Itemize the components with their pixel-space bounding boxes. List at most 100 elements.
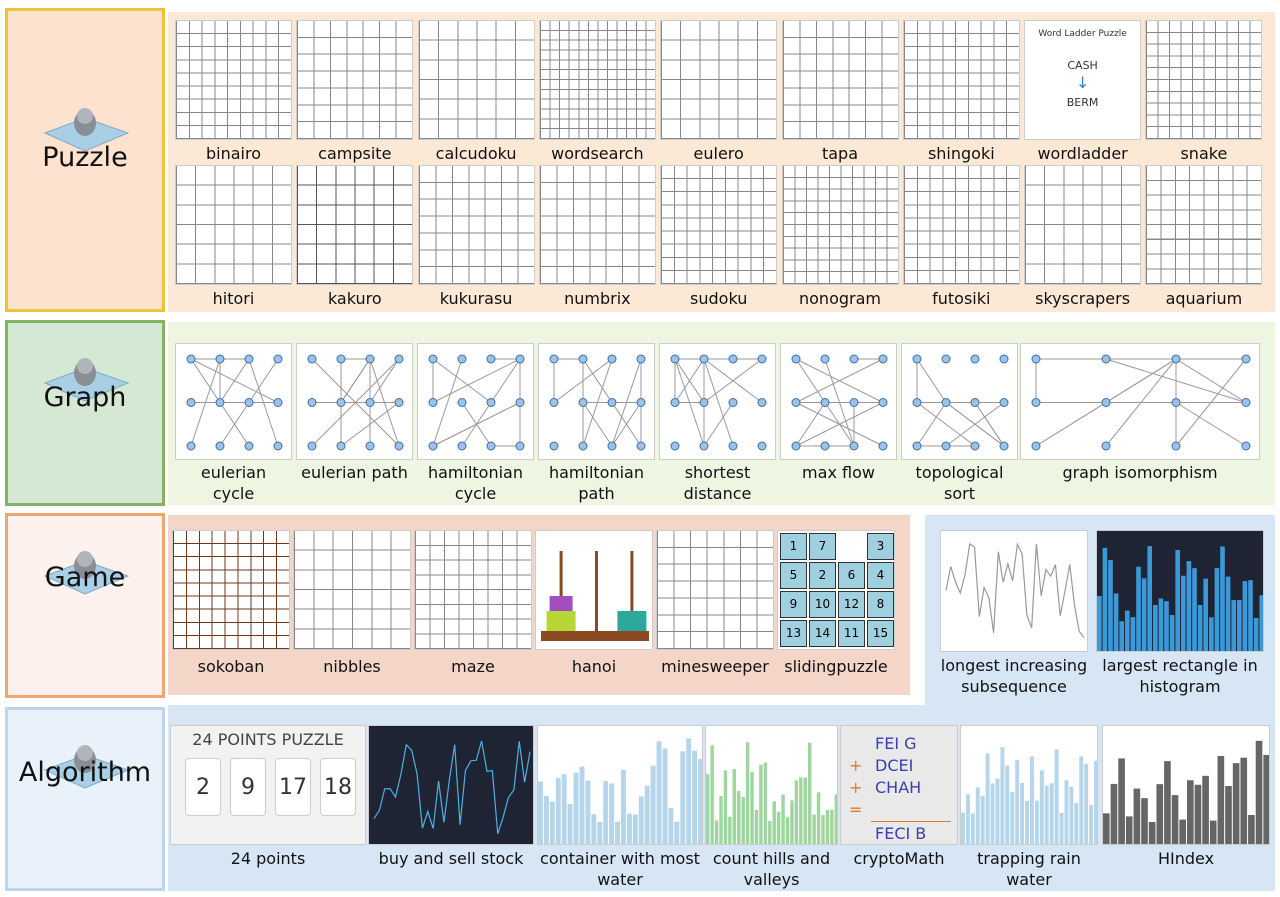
thumbnail	[1145, 20, 1263, 140]
thumbnail	[296, 165, 414, 285]
item-label: maze	[451, 657, 495, 676]
mascot	[40, 546, 130, 596]
thumbnail	[293, 530, 411, 650]
item-label: slidingpuzzle	[784, 657, 888, 676]
item-label: tapa	[821, 144, 859, 163]
section-title: Game	[44, 562, 126, 593]
thumb-art	[541, 551, 649, 641]
tile: 7	[809, 533, 836, 560]
item-label: campsite	[318, 144, 392, 163]
item-label: topological sort	[915, 463, 1004, 503]
thumb-art	[961, 726, 1097, 844]
graph-panel	[5, 320, 165, 506]
section-title: Algorithm	[18, 757, 152, 788]
item-label: longest increasing subsequence	[940, 656, 1088, 696]
item-label: shortest distance	[683, 463, 752, 503]
thumbnail	[1024, 165, 1142, 285]
item-label: hamiltonian path	[548, 463, 644, 503]
thumb-text: Word Ladder Puzzle	[1038, 29, 1127, 39]
crypto-text: DCEI	[875, 756, 914, 775]
crypto-text: CHAH	[875, 778, 922, 797]
thumbnail	[537, 725, 703, 845]
mascot	[40, 103, 130, 153]
thumb-art	[186, 354, 283, 451]
item-label: kakuro	[327, 289, 382, 308]
tile: 11	[838, 620, 865, 647]
thumbnail	[414, 530, 532, 650]
thumbnail	[296, 20, 414, 140]
item-label: calcudoku	[435, 144, 517, 163]
thumbnail	[705, 725, 838, 845]
mascot	[40, 740, 130, 790]
tile: 8	[867, 591, 894, 618]
thumbnail	[175, 20, 292, 140]
card: 9	[230, 758, 266, 816]
thumb-art	[912, 354, 1009, 451]
item-label: hanoi	[571, 657, 617, 676]
thumbnail	[175, 343, 292, 460]
mascot-icon	[43, 551, 130, 595]
item-label: hamiltonian cycle	[427, 463, 523, 503]
item-label: buy and sell stock	[378, 849, 524, 868]
item-label: sokoban	[197, 657, 265, 676]
item-label: wordsearch	[551, 144, 644, 163]
thumbnail	[172, 530, 290, 650]
item-label: kukurasu	[439, 289, 513, 308]
item-label: futosiki	[932, 289, 991, 308]
crypto-text: FECI B	[875, 824, 927, 843]
item-label: 24 points	[230, 849, 306, 868]
tile: 3	[867, 533, 894, 560]
item-label: count hills and valleys	[712, 849, 831, 889]
thumbnail	[535, 530, 653, 650]
thumb-art	[428, 354, 525, 451]
thumbnail: 1 7 3 5 2 6 4 9 10 12 8 13 14 11 15	[777, 530, 895, 650]
tile: 2	[809, 562, 836, 589]
thumbnail	[417, 20, 535, 140]
item-label: largest rectangle in histogram	[1102, 656, 1258, 696]
thumbnail: Word Ladder Puzzle CASH BERM ↓	[1024, 20, 1142, 140]
thumbnail	[296, 343, 413, 460]
item-label: eulero	[693, 144, 744, 163]
item-label: trapping rain water	[977, 849, 1081, 889]
mascot-icon	[43, 745, 130, 789]
thumbnail	[902, 165, 1020, 285]
thumbnail	[538, 20, 656, 140]
tile: 14	[809, 620, 836, 647]
thumbnail	[368, 725, 534, 845]
thumbnail: FEI G + DCEI + CHAH = FECI B	[840, 725, 958, 845]
thumb-art	[549, 354, 646, 451]
item-label: hitori	[212, 289, 255, 308]
thumb-art	[1031, 354, 1251, 451]
item-label: numbrix	[564, 289, 631, 308]
item-label: aquarium	[1165, 289, 1243, 308]
thumbnail	[417, 165, 535, 285]
rule	[871, 821, 951, 822]
tile: 12	[838, 591, 865, 618]
tile: 1	[780, 533, 807, 560]
tile: 4	[867, 562, 894, 589]
thumb-art	[1103, 726, 1269, 844]
tile: 13	[780, 620, 807, 647]
crypto-text: FEI G	[875, 734, 917, 753]
card: 18	[320, 758, 356, 816]
crypto-text: +	[849, 778, 863, 797]
thumbnail	[660, 165, 778, 285]
thumb-art	[791, 354, 888, 451]
thumbnail	[901, 343, 1018, 460]
thumb-art	[538, 726, 702, 844]
mascot-icon	[43, 108, 130, 152]
arrow: ↓	[1075, 73, 1090, 92]
crypto-text: =	[849, 800, 863, 819]
item-label: shingoki	[927, 144, 995, 163]
item-label: graph isomorphism	[1062, 463, 1218, 482]
card: 17	[275, 758, 311, 816]
item-label: eulerian cycle	[200, 463, 267, 503]
item-label: sudoku	[690, 289, 748, 308]
mascot-icon	[43, 358, 130, 402]
thumbnail	[659, 343, 776, 460]
thumbnail	[781, 20, 899, 140]
thumb-art	[369, 726, 533, 844]
game-panel	[5, 513, 165, 698]
item-label: minesweeper	[661, 657, 769, 676]
